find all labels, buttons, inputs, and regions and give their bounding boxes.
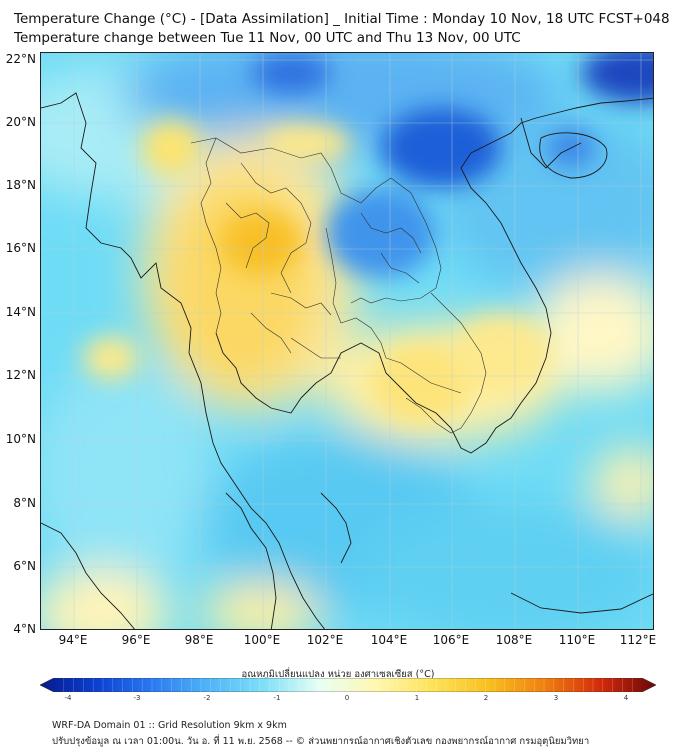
lat-label: 20°N	[5, 115, 36, 129]
colorbar-tick-label: -4	[64, 694, 72, 702]
lon-label: 100°E	[243, 633, 281, 647]
colorbar-tick-label: 2	[483, 694, 489, 702]
colorbar-tick-label: 1	[414, 694, 420, 702]
coastlines	[41, 92, 653, 629]
colorbar-tick-label: -3	[133, 694, 141, 702]
lat-label: 10°N	[5, 432, 36, 446]
map-subtitle: Temperature change between Tue 11 Nov, 0…	[14, 30, 521, 46]
lon-label: 104°E	[370, 633, 408, 647]
colorbar-gradient	[40, 678, 656, 692]
colorbar-tick-label: 3	[553, 694, 559, 702]
colorbar-tick-label: -2	[203, 694, 211, 702]
colorbar	[40, 678, 656, 692]
lon-label: 102°E	[306, 633, 344, 647]
lon-label: 94°E	[58, 633, 88, 647]
colorbar-tick-label: 0	[344, 694, 350, 702]
lon-label: 96°E	[121, 633, 151, 647]
lon-label: 108°E	[495, 633, 533, 647]
footer-model-info: WRF-DA Domain 01 :: Grid Resolution 9km …	[52, 720, 287, 731]
colorbar-tick-label: -1	[273, 694, 281, 702]
map-title: Temperature Change (°C) - [Data Assimila…	[14, 11, 670, 27]
borders	[190, 137, 487, 434]
lat-label: 22°N	[5, 52, 36, 66]
field-features	[83, 53, 653, 423]
lat-label: 12°N	[5, 368, 36, 382]
colorbar-title: อุณหภูมิเปลี่ยนแปลง หน่วย องศาเซลเซียส (…	[241, 669, 435, 680]
map-panel	[40, 52, 654, 630]
lat-label: 4°N	[13, 622, 36, 636]
lon-label: 98°E	[184, 633, 214, 647]
lat-label: 16°N	[5, 241, 36, 255]
graticule	[41, 53, 653, 629]
lon-label: 112°E	[619, 633, 657, 647]
temperature-change-map	[41, 53, 653, 629]
footer-credit: ปรับปรุงข้อมูล ณ เวลา 01:00น. วัน อ. ที่…	[52, 736, 590, 747]
lat-label: 6°N	[13, 559, 36, 573]
lon-label: 106°E	[432, 633, 470, 647]
lat-label: 18°N	[5, 178, 36, 192]
lat-label: 8°N	[13, 496, 36, 510]
lat-label: 14°N	[5, 305, 36, 319]
colorbar-tick-label: 4	[623, 694, 629, 702]
lon-label: 110°E	[558, 633, 596, 647]
